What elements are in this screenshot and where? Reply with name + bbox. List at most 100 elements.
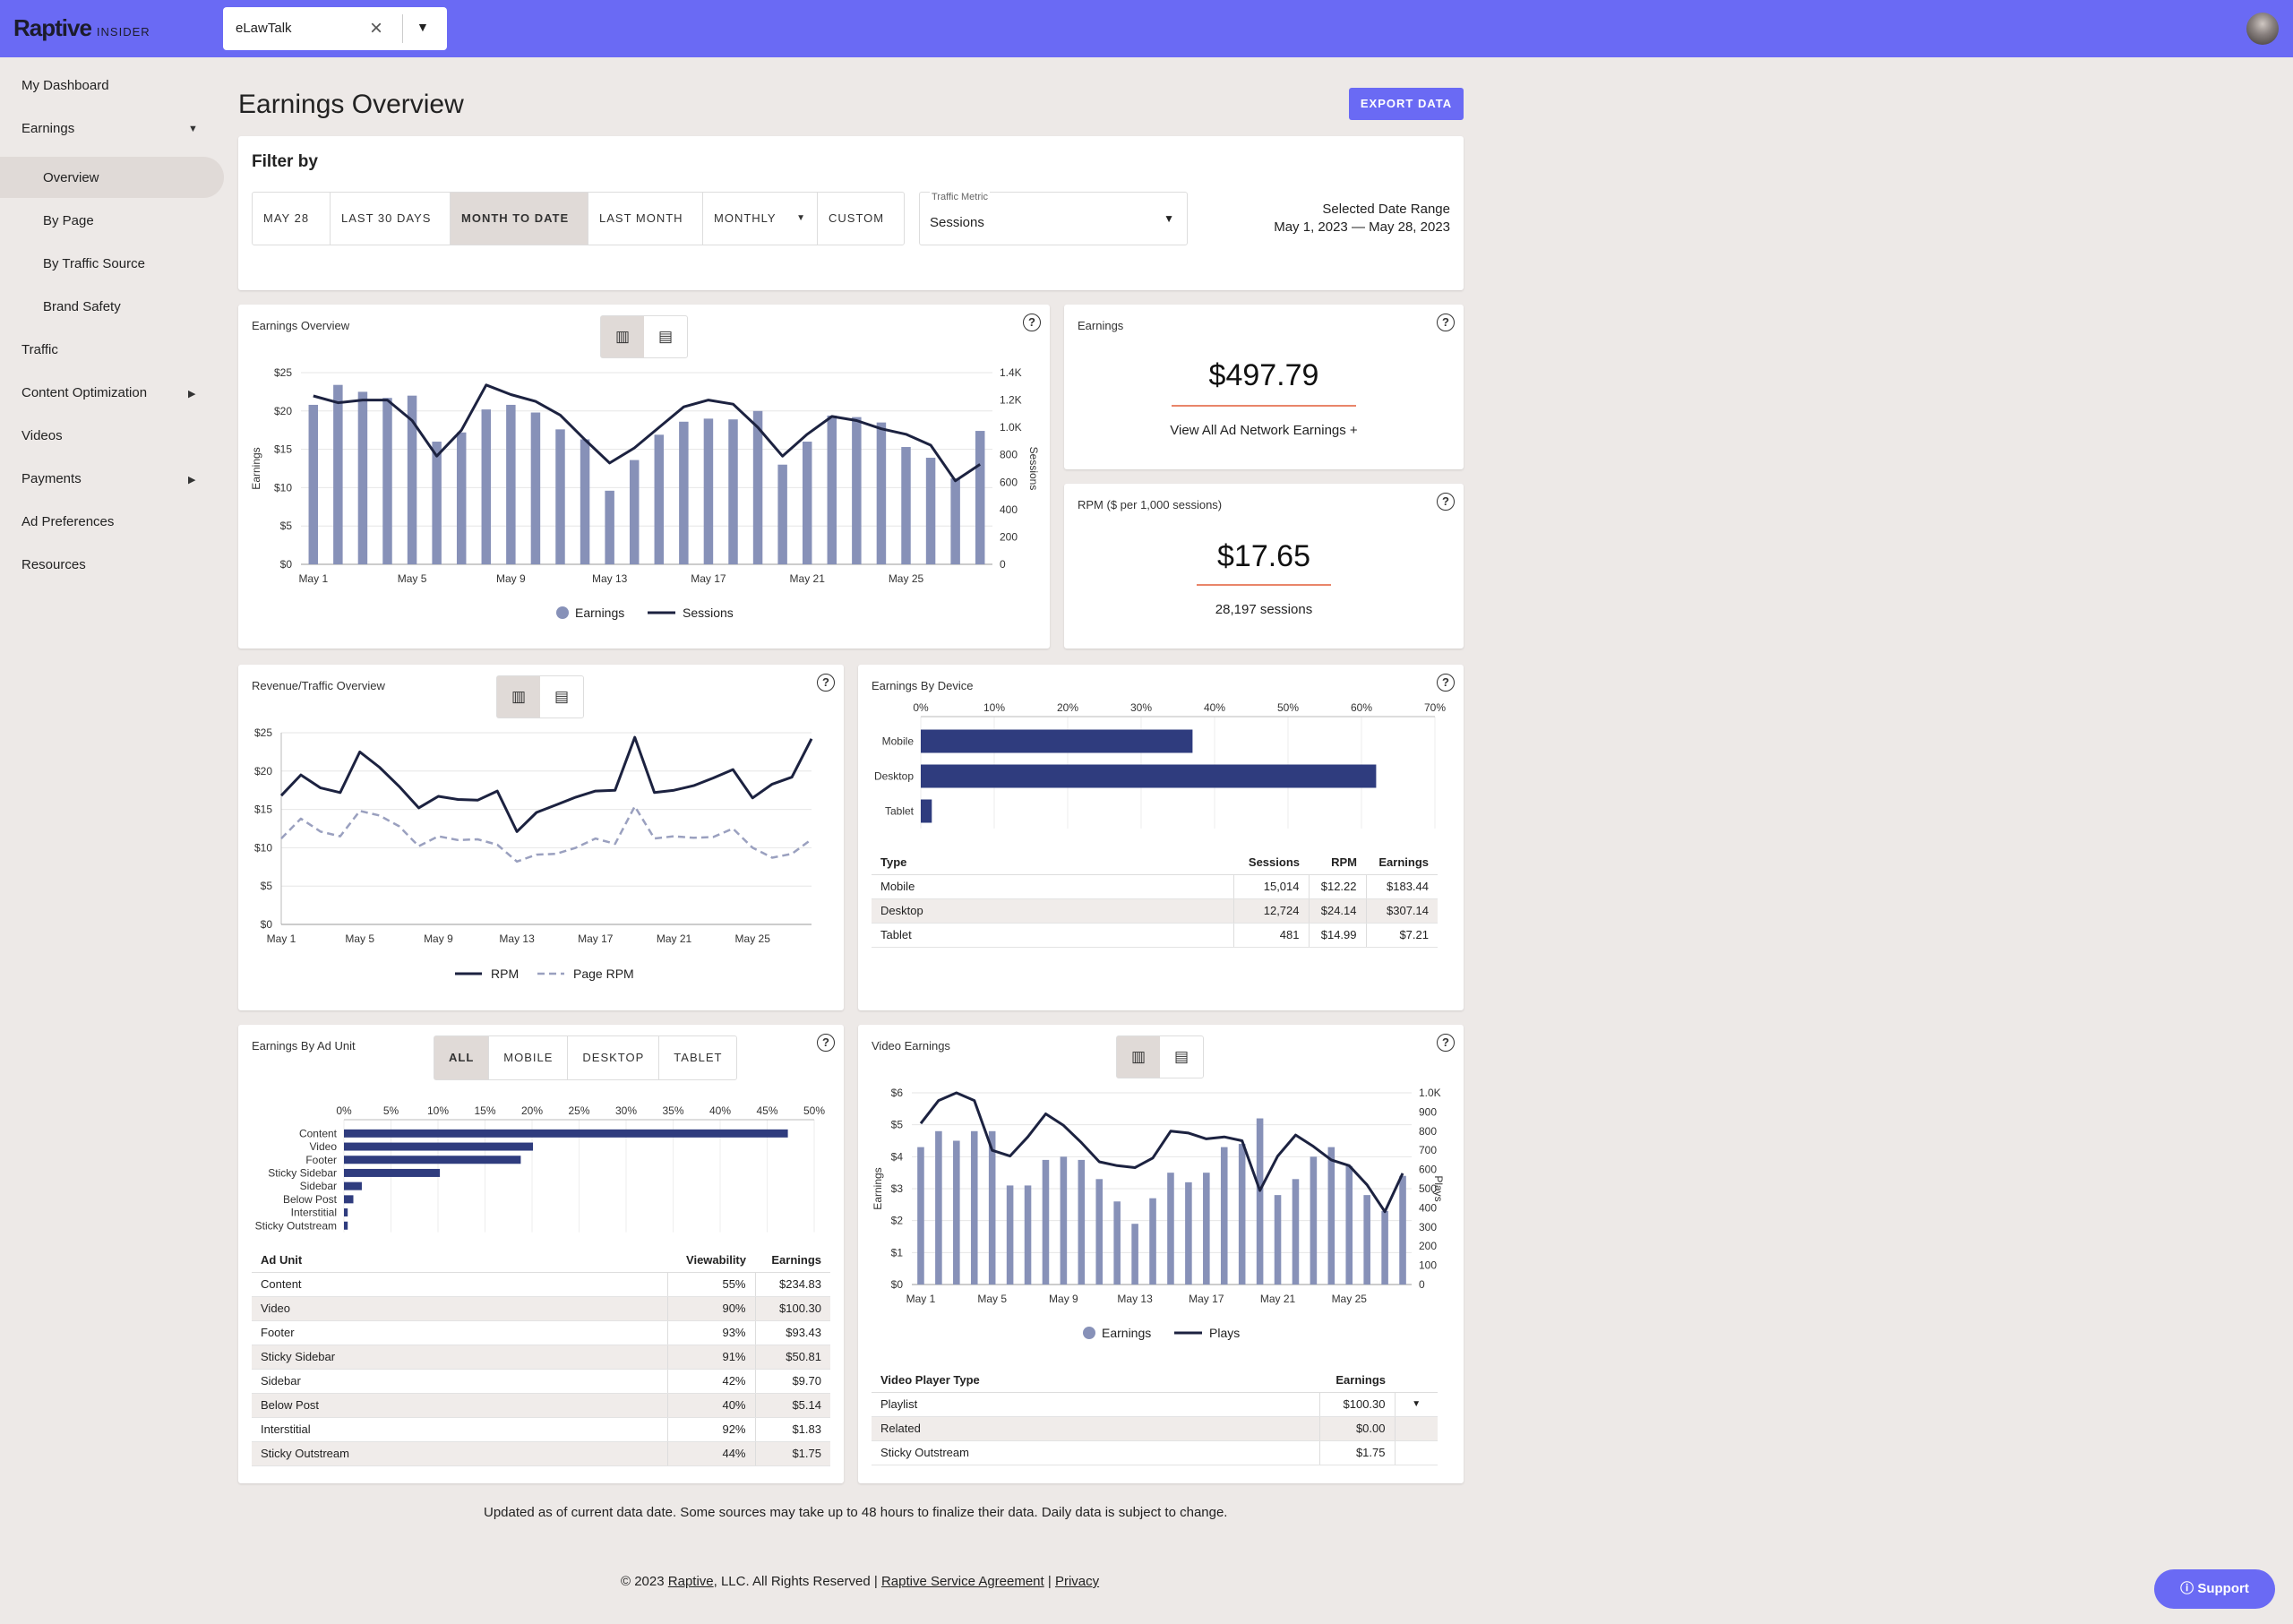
chevron-down-icon[interactable]: ▼ (1394, 1392, 1438, 1417)
column-header: Earnings (1319, 1369, 1395, 1393)
view-all-ad-network-earnings-link[interactable]: View All Ad Network Earnings + (1170, 423, 1358, 438)
x-tick-label: 25% (568, 1104, 589, 1117)
table-cell: 481 (1232, 923, 1309, 948)
help-icon[interactable]: ? (1437, 674, 1455, 692)
service-agreement-link[interactable]: Raptive Service Agreement (880, 1574, 1044, 1589)
bar (1078, 1159, 1086, 1285)
range-last-30-days[interactable]: LAST 30 DAYS (331, 193, 451, 245)
y2-tick-label: 1.0K (1419, 1087, 1441, 1099)
table-view-icon[interactable]: ▤ (1173, 1048, 1189, 1065)
table-view-icon[interactable]: ▤ (657, 328, 674, 345)
table-view-icon[interactable]: ▤ (554, 688, 570, 705)
category-label: Content (299, 1127, 338, 1139)
raptive-link[interactable]: Raptive (667, 1574, 714, 1589)
sidebar-item-content-optimization[interactable]: Content Optimization (21, 385, 147, 400)
help-icon[interactable]: ? (1437, 493, 1455, 511)
range-custom[interactable]: CUSTOM (829, 211, 885, 225)
bar (344, 1168, 441, 1177)
bar (1042, 1159, 1050, 1285)
date-range-selector: MAY 28 LAST 30 DAYS MONTH TO DATE LAST M… (252, 192, 905, 245)
table-cell: $93.43 (754, 1320, 830, 1345)
help-icon[interactable]: ? (1023, 314, 1041, 331)
earnings-by-device-panel: Earnings By Device ? 0% 10% 20% 30% 40% 50% 60… (858, 665, 1464, 1010)
sidebar-item-by-page[interactable]: By Page (43, 213, 94, 228)
table-cell: 42% (666, 1369, 755, 1394)
card-label: RPM ($ per 1,000 sessions) (1078, 498, 1223, 511)
legend-label: Earnings (1102, 1326, 1151, 1340)
x-tick-label: 0% (336, 1104, 352, 1117)
table-cell: Sticky Outstream (872, 1440, 1319, 1465)
chart-view-icon[interactable]: ▥ (601, 316, 644, 357)
chart-view-icon[interactable]: ▥ (497, 676, 540, 717)
traffic-metric-select[interactable]: Traffic Metric Sessions ▼ (919, 192, 1188, 245)
bar (1381, 1210, 1388, 1285)
export-data-button[interactable]: EXPORT DATA (1349, 88, 1464, 120)
sidebar-item-my-dashboard[interactable]: My Dashboard (21, 78, 109, 93)
y-tick-label: $5 (280, 520, 293, 532)
sidebar-item-overview[interactable]: Overview (43, 170, 99, 185)
help-icon[interactable]: ? (817, 1034, 835, 1052)
tab-desktop[interactable]: DESKTOP (568, 1036, 660, 1079)
tab-all[interactable]: ALL (434, 1036, 490, 1079)
table-cell: $234.83 (754, 1272, 830, 1297)
video-earnings-chart: $0 $1 $2 $3 $4 $5 $6 0 100 200 300 400 500 600 700 800 9… (872, 1087, 1445, 1340)
bar (481, 409, 492, 564)
range-may-28[interactable]: MAY 28 (253, 193, 331, 245)
help-icon[interactable]: ? (1437, 1034, 1455, 1052)
earnings-card: Earnings ? $497.79 View All Ad Network E… (1064, 305, 1464, 469)
range-monthly[interactable]: MONTHLY ▼ (703, 193, 818, 245)
table-row: Related $0.00 (872, 1416, 1438, 1441)
help-icon[interactable]: ? (1437, 314, 1455, 331)
y2-tick-label: 200 (1000, 530, 1018, 543)
clear-icon[interactable]: × (370, 16, 383, 40)
table-row: Mobile 15,014 $12.22 $183.44 (872, 874, 1438, 899)
sidebar-item-resources[interactable]: Resources (21, 557, 86, 572)
chevron-right-icon[interactable]: ▶ (188, 475, 196, 485)
sidebar-item-by-traffic-source[interactable]: By Traffic Source (43, 256, 145, 271)
bar (555, 429, 565, 564)
chevron-down-icon[interactable]: ▼ (417, 20, 429, 34)
bar (407, 395, 417, 564)
legend-label: Earnings (575, 606, 624, 620)
sidebar-item-label: Overview (43, 170, 99, 185)
earnings-overview-chart: $0 $5 $10 $15 $20 $25 0 200 400 600 800 1.0K 1.2K 1.4… (250, 366, 1040, 620)
sidebar-item-brand-safety[interactable]: Brand Safety (43, 299, 121, 314)
data-freshness-note: Updated as of current data date. Some so… (484, 1505, 1228, 1520)
range-last-month[interactable]: LAST MONTH (588, 193, 703, 245)
range-month-to-date[interactable]: MONTH TO DATE (451, 193, 588, 245)
tab-mobile[interactable]: MOBILE (489, 1036, 569, 1079)
table-cell: Playlist (872, 1392, 1319, 1417)
logo[interactable]: Raptive INSIDER (13, 14, 150, 42)
sidebar-item-payments[interactable]: Payments (21, 471, 82, 486)
earnings-by-ad-unit-chart: 0% 5% 10% 15% 20% 25% 30% 35% 40% 45% 50% ContentVi… (255, 1104, 825, 1233)
site-select[interactable]: eLawTalk × ▼ (223, 7, 447, 50)
y-tick-label: $5 (261, 880, 273, 892)
support-button[interactable]: ⓘ Support (2154, 1569, 2275, 1609)
bar (1363, 1195, 1370, 1285)
category-label: Interstitial (291, 1207, 337, 1219)
x-tick-label: 15% (474, 1104, 495, 1117)
chevron-down-icon: ▼ (796, 213, 806, 223)
series-line (919, 1091, 1404, 1214)
sidebar-item-ad-preferences[interactable]: Ad Preferences (21, 514, 114, 529)
chevron-down-icon[interactable]: ▼ (188, 124, 198, 134)
bar (921, 729, 1193, 753)
table-cell: $24.14 (1308, 898, 1366, 924)
sidebar-item-traffic[interactable]: Traffic (21, 342, 58, 357)
privacy-link[interactable]: Privacy (1054, 1574, 1100, 1589)
bar (1024, 1185, 1032, 1285)
bar (654, 434, 665, 564)
help-icon[interactable]: ? (817, 674, 835, 692)
sidebar-item-earnings[interactable]: Earnings (21, 121, 74, 136)
sidebar-item-videos[interactable]: Videos (21, 428, 63, 443)
column-header (1395, 1369, 1438, 1393)
avatar[interactable] (2246, 13, 2279, 45)
revenue-traffic-panel: Revenue/Traffic Overview ▥ ▤ ? $0 $5 $10 $1… (238, 665, 844, 1010)
copyright-text: , LLC. All Rights Reserved | (713, 1574, 881, 1589)
y2-tick-label: 0 (1000, 558, 1006, 571)
chart-view-icon[interactable]: ▥ (1117, 1036, 1160, 1078)
y2-tick-label: 200 (1419, 1240, 1437, 1252)
chevron-right-icon[interactable]: ▶ (188, 389, 196, 400)
tab-tablet[interactable]: TABLET (674, 1051, 723, 1064)
panel-title: Earnings Overview (252, 319, 350, 332)
